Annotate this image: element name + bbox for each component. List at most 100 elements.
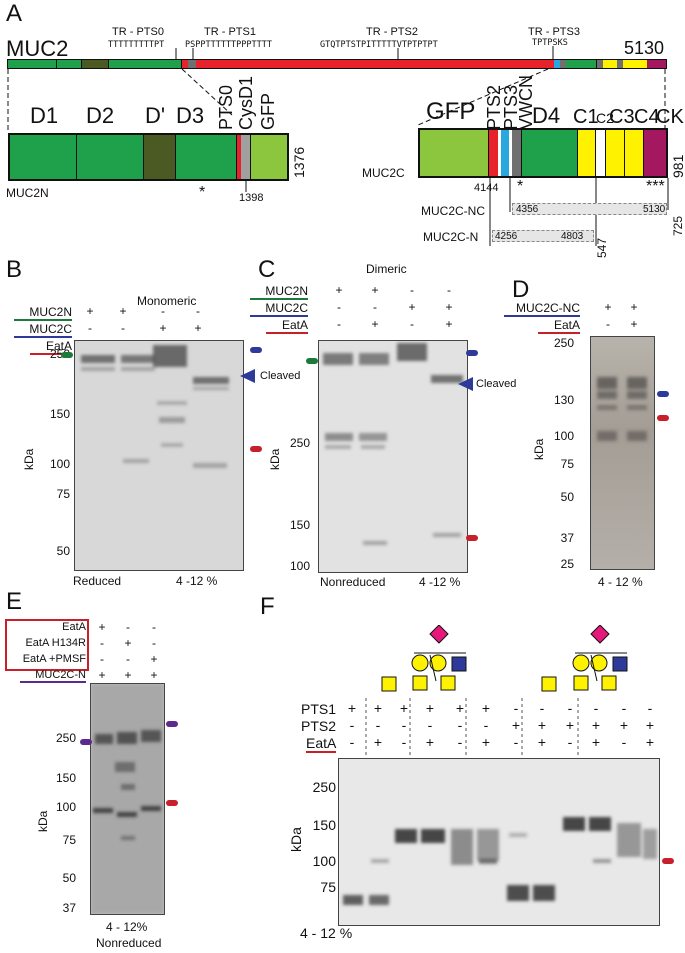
tr-connectors bbox=[175, 46, 554, 60]
panel-b-tick-75: 75 bbox=[56, 487, 70, 501]
panel-f-sign-r0-c1: + bbox=[373, 700, 383, 716]
panel-c-row-muc2n: MUC2N bbox=[250, 284, 308, 300]
seg-d2 bbox=[57, 60, 82, 68]
panel-d-gel bbox=[590, 336, 655, 570]
panel-d-sign-r0-c1: + bbox=[630, 300, 638, 314]
d4-label: D4 bbox=[532, 103, 561, 128]
panel-d-row-eata: EatA bbox=[538, 318, 580, 334]
panel-f-sign-r2-c7: + bbox=[537, 734, 547, 750]
panel-e-marker-red bbox=[166, 800, 178, 806]
muc2c-n-bar bbox=[492, 230, 594, 242]
panel-b-sign-r1-c0: - bbox=[88, 321, 92, 335]
seg-c4 bbox=[637, 60, 647, 68]
glycan-circle-1b bbox=[429, 654, 447, 672]
panel-e-row-muc2c-n: MUC2C-N bbox=[20, 669, 86, 683]
panel-c-marker-blue bbox=[466, 350, 478, 356]
panel-c-row-muc2c: MUC2C bbox=[250, 301, 308, 317]
muc2n-pos-line bbox=[245, 181, 247, 192]
panel-d-marker-red bbox=[657, 415, 669, 421]
panel-f-sign-r2-c5: + bbox=[481, 734, 491, 750]
c-gap2 bbox=[509, 130, 512, 176]
panel-b-tick-50: 50 bbox=[56, 544, 70, 558]
panel-c-sign-r0-c0: + bbox=[335, 283, 343, 297]
panel-f-sign-r0-c5: + bbox=[481, 700, 491, 716]
panel-e-tick-250: 250 bbox=[55, 731, 76, 745]
panel-c-sign-r1-c0: - bbox=[337, 300, 341, 314]
panel-f-sign-r0-c8: - bbox=[567, 700, 573, 716]
panel-e-gel bbox=[90, 683, 165, 915]
panel-f-sign-r1-c0: - bbox=[349, 717, 355, 733]
panel-b-sign-r1-c3: + bbox=[194, 321, 202, 335]
muc2c-construct bbox=[418, 128, 668, 178]
panel-c-sign-r1-c3: + bbox=[445, 300, 453, 314]
panel-f-sign-r1-c11: + bbox=[645, 717, 655, 733]
panel-f-sign-r1-c4: - bbox=[457, 717, 463, 733]
panel-c-sign-r0-c2: - bbox=[410, 283, 414, 297]
panel-f-sign-r1-c3: - bbox=[427, 717, 433, 733]
panel-d-gel-bands bbox=[597, 377, 647, 441]
glycan-circle-1a bbox=[411, 654, 429, 672]
c-d4 bbox=[522, 130, 578, 176]
muc2c-pos: 4144 bbox=[474, 182, 499, 194]
panel-b-sign-r0-c2: - bbox=[161, 304, 165, 318]
panel-b-sign-r0-c1: + bbox=[119, 304, 127, 318]
panel-f-sign-r1-c2: - bbox=[401, 717, 407, 733]
panel-e-tick-150: 150 bbox=[55, 771, 76, 785]
panel-f-sign-r0-c4: + bbox=[455, 700, 465, 716]
panel-c-cleaved: Cleaved bbox=[476, 378, 517, 390]
panel-c-tick-150: 150 bbox=[289, 518, 310, 532]
panel-b-cleaved-arrow bbox=[240, 369, 255, 383]
tr-pts3-seq: TPTPSKS bbox=[532, 38, 568, 48]
muc2c-star: * bbox=[517, 178, 524, 195]
panel-e-gel-bands bbox=[91, 684, 164, 914]
panel-f-sign-r2-c4: - bbox=[457, 734, 463, 750]
c2-label: C2 bbox=[596, 110, 614, 126]
muc2-end-label: 5130 bbox=[624, 38, 665, 58]
panel-f-sign-r1-c6: + bbox=[511, 717, 521, 733]
panel-c-title: Dimeric bbox=[366, 262, 407, 276]
n-cys bbox=[241, 135, 250, 179]
panel-c-tick-250: 250 bbox=[289, 436, 310, 450]
seg-vwcn bbox=[560, 60, 566, 68]
n-gfp bbox=[250, 135, 287, 179]
panel-d-tick-75: 75 bbox=[560, 457, 574, 471]
panel-c-marker-red bbox=[466, 535, 478, 541]
panel-e-marker-purple-right bbox=[166, 721, 178, 727]
panel-f-marker-red bbox=[662, 858, 674, 864]
glycan-square-1b bbox=[440, 675, 456, 691]
panel-d-tick-25: 25 bbox=[560, 557, 574, 571]
n-start: 4256 bbox=[495, 231, 518, 242]
panel-f-sign-r2-c2: - bbox=[401, 734, 407, 750]
c-gfp bbox=[420, 130, 489, 176]
panel-f-row-pts2: PTS2 bbox=[300, 718, 336, 734]
panel-f-gel-bands bbox=[343, 817, 657, 905]
muc2n-label: MUC2N bbox=[6, 186, 49, 200]
panel-f-sign-r1-c9: + bbox=[591, 717, 601, 733]
c-c1 bbox=[578, 130, 596, 176]
muc2-label: MUC2 bbox=[6, 36, 69, 61]
panel-e-sign-r0-c2: - bbox=[152, 620, 156, 634]
n-dprime bbox=[144, 135, 176, 179]
panel-b-gel-bands bbox=[81, 345, 229, 468]
n-d3 bbox=[176, 135, 237, 179]
panel-e-tick-100: 100 bbox=[55, 800, 76, 814]
muc2c-nc-bar bbox=[512, 203, 667, 215]
panel-c-marker-green bbox=[306, 358, 318, 364]
panel-f-sign-r0-c10: - bbox=[621, 700, 627, 716]
d3-label: D3 bbox=[176, 103, 205, 128]
panel-f-sign-r2-c8: - bbox=[567, 734, 573, 750]
panel-c-footer-right: 4 -12 % bbox=[419, 575, 461, 589]
panel-f-sign-r1-c5: - bbox=[483, 717, 489, 733]
panel-d-tick-100: 100 bbox=[553, 429, 574, 443]
n-d1 bbox=[10, 135, 77, 179]
panel-f-sign-r0-c6: - bbox=[513, 700, 519, 716]
panel-f-sign-r0-c0: + bbox=[347, 700, 357, 716]
muc2n-pos: 1398 bbox=[239, 192, 264, 204]
panel-b-marker-blue bbox=[250, 347, 262, 353]
panel-d-tick-130: 130 bbox=[553, 393, 574, 407]
panel-label-c: C bbox=[258, 256, 276, 283]
panel-b-footer-left: Reduced bbox=[73, 574, 122, 588]
glycan-sia-diamond-1 bbox=[429, 625, 449, 644]
panel-f-sign-r2-c1: + bbox=[373, 734, 383, 750]
panel-f-tick-250: 250 bbox=[312, 779, 336, 795]
